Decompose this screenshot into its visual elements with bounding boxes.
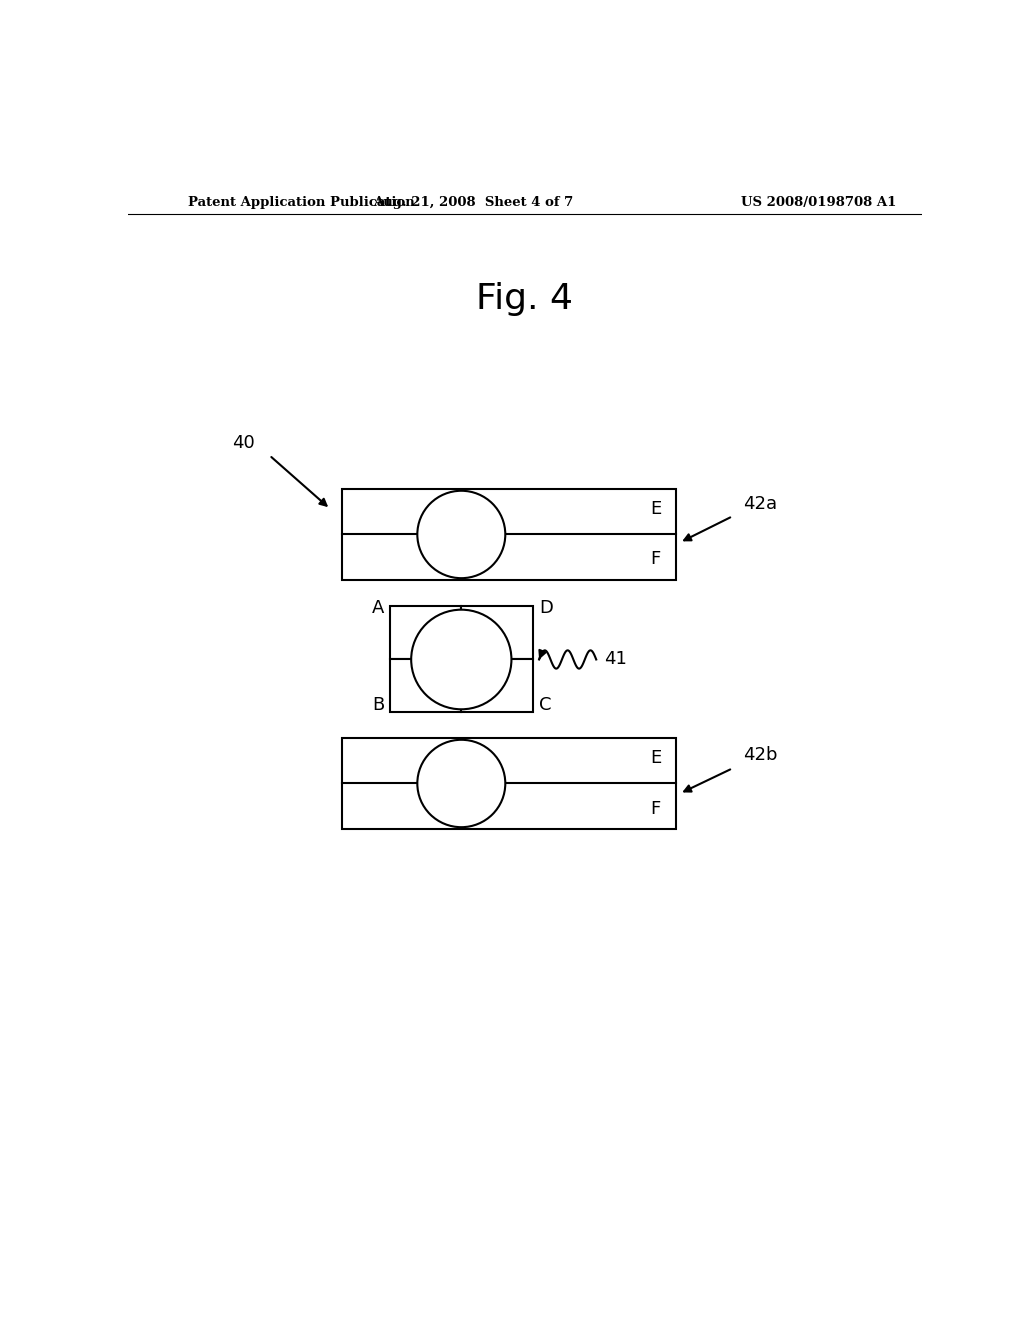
- Bar: [461, 606, 532, 660]
- Text: Patent Application Publication: Patent Application Publication: [187, 195, 415, 209]
- Text: Fig. 4: Fig. 4: [476, 281, 573, 315]
- Text: 42b: 42b: [743, 746, 777, 764]
- Text: E: E: [650, 500, 662, 517]
- Text: 41: 41: [604, 651, 627, 668]
- Bar: [390, 606, 461, 660]
- Text: C: C: [539, 696, 552, 714]
- Text: A: A: [372, 599, 384, 616]
- Ellipse shape: [418, 491, 505, 578]
- Ellipse shape: [418, 739, 505, 828]
- Text: US 2008/0198708 A1: US 2008/0198708 A1: [740, 195, 896, 209]
- Bar: [390, 660, 461, 713]
- Text: D: D: [539, 599, 553, 616]
- Ellipse shape: [412, 610, 511, 709]
- Text: F: F: [650, 550, 660, 568]
- Text: 40: 40: [231, 434, 254, 451]
- Text: B: B: [372, 696, 384, 714]
- Bar: [342, 488, 676, 581]
- Text: 42a: 42a: [743, 495, 777, 513]
- Text: Aug. 21, 2008  Sheet 4 of 7: Aug. 21, 2008 Sheet 4 of 7: [373, 195, 573, 209]
- Text: E: E: [650, 748, 662, 767]
- Bar: [342, 738, 676, 829]
- Text: F: F: [650, 800, 660, 818]
- Bar: [461, 660, 532, 713]
